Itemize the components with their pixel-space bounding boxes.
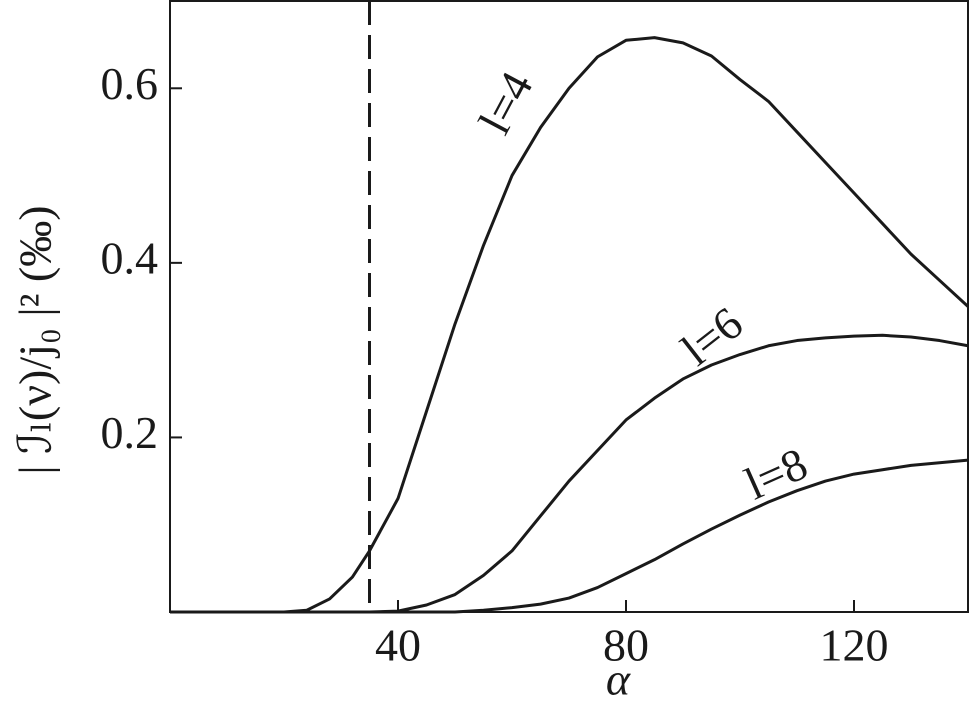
x-axis-label: α — [606, 654, 631, 705]
x-tick-label: 80 — [603, 620, 649, 671]
y-tick-label: 0.4 — [101, 232, 159, 283]
curve-label: l=8 — [737, 438, 814, 510]
y-axis-label: | ℐₗ(ν)/j₀ |² (‰) — [10, 205, 61, 474]
x-tick-label: 40 — [375, 620, 421, 671]
x-tick-label: 120 — [820, 620, 889, 671]
curve-label: l=4 — [469, 63, 543, 141]
series-line — [170, 36, 970, 614]
y-tick-label: 0.6 — [101, 58, 159, 109]
plot-frame — [169, 0, 969, 613]
curve-label: l=6 — [672, 297, 752, 375]
series-line — [170, 458, 969, 614]
y-tick-label: 0.2 — [101, 407, 159, 458]
series-line — [170, 333, 969, 614]
